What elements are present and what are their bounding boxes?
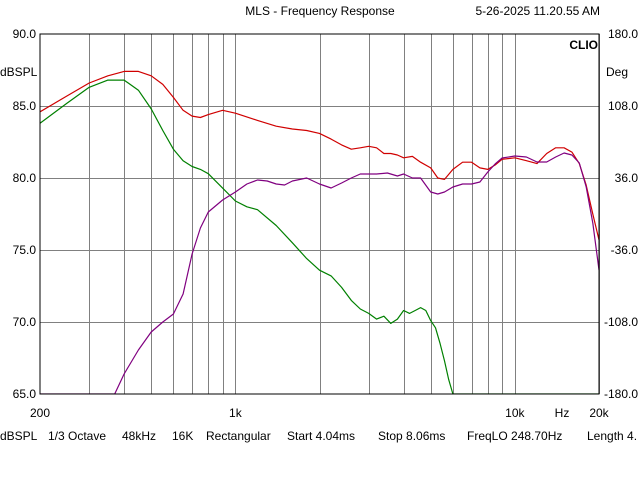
footer-item: Length 4. (587, 429, 637, 443)
status-footer: dBSPL 1/3 Octave 48kHz 16K Rectangular Start … (0, 429, 637, 443)
y-tick-label-right: -36.0 (611, 243, 639, 257)
y-tick-label-right: 180.0 (608, 27, 638, 41)
footer-item: 48kHz (122, 429, 156, 443)
footer-item: 1/3 Octave (48, 429, 106, 443)
series-line-3 (40, 152, 599, 394)
x-tick-label: 20k (589, 406, 609, 420)
y-tick-label-right: 108.0 (608, 99, 638, 113)
x-tick-label: 10k (505, 406, 525, 420)
y-axis-left-label: dBSPL (0, 65, 38, 79)
x-tick-label: 1k (229, 406, 243, 420)
y-tick-label-left: 90.0 (13, 27, 37, 41)
footer-item: Rectangular (206, 429, 271, 443)
series-group (40, 70, 599, 394)
grid (40, 34, 600, 394)
y-tick-label-right: 36.0 (615, 171, 639, 185)
y-axis-right-label: Deg (606, 65, 628, 79)
y-tick-label-left: 75.0 (13, 243, 37, 257)
x-axis-unit-label: Hz (555, 406, 570, 420)
y-tick-label-left: 80.0 (13, 171, 37, 185)
y-tick-label-left: 85.0 (13, 99, 37, 113)
y-tick-label-left: 70.0 (13, 315, 37, 329)
plot-frame (39, 33, 600, 395)
y-tick-label-right: -108.0 (604, 315, 638, 329)
y-tick-label-left: 65.0 (13, 387, 37, 401)
footer-item: FreqLO 248.70Hz (467, 429, 562, 443)
chart-title: MLS - Frequency Response (245, 4, 395, 18)
y-tick-label-right: -180.0 (604, 387, 638, 401)
footer-item: 16K (172, 429, 193, 443)
series-line-1 (40, 70, 599, 241)
x-tick-label: 200 (30, 406, 50, 420)
footer-item: Start 4.04ms (287, 429, 355, 443)
timestamp: 5-26-2025 11.20.55 AM (475, 4, 600, 18)
series-line-2 (40, 79, 599, 394)
footer-item: Stop 8.06ms (378, 429, 445, 443)
footer-item: dBSPL (0, 429, 38, 443)
tick-labels: 90.0 85.0 80.0 75.0 70.0 65.0 180.0 108.0 36.0 -3… (13, 27, 639, 420)
brand-logo: CLIO (569, 38, 598, 52)
